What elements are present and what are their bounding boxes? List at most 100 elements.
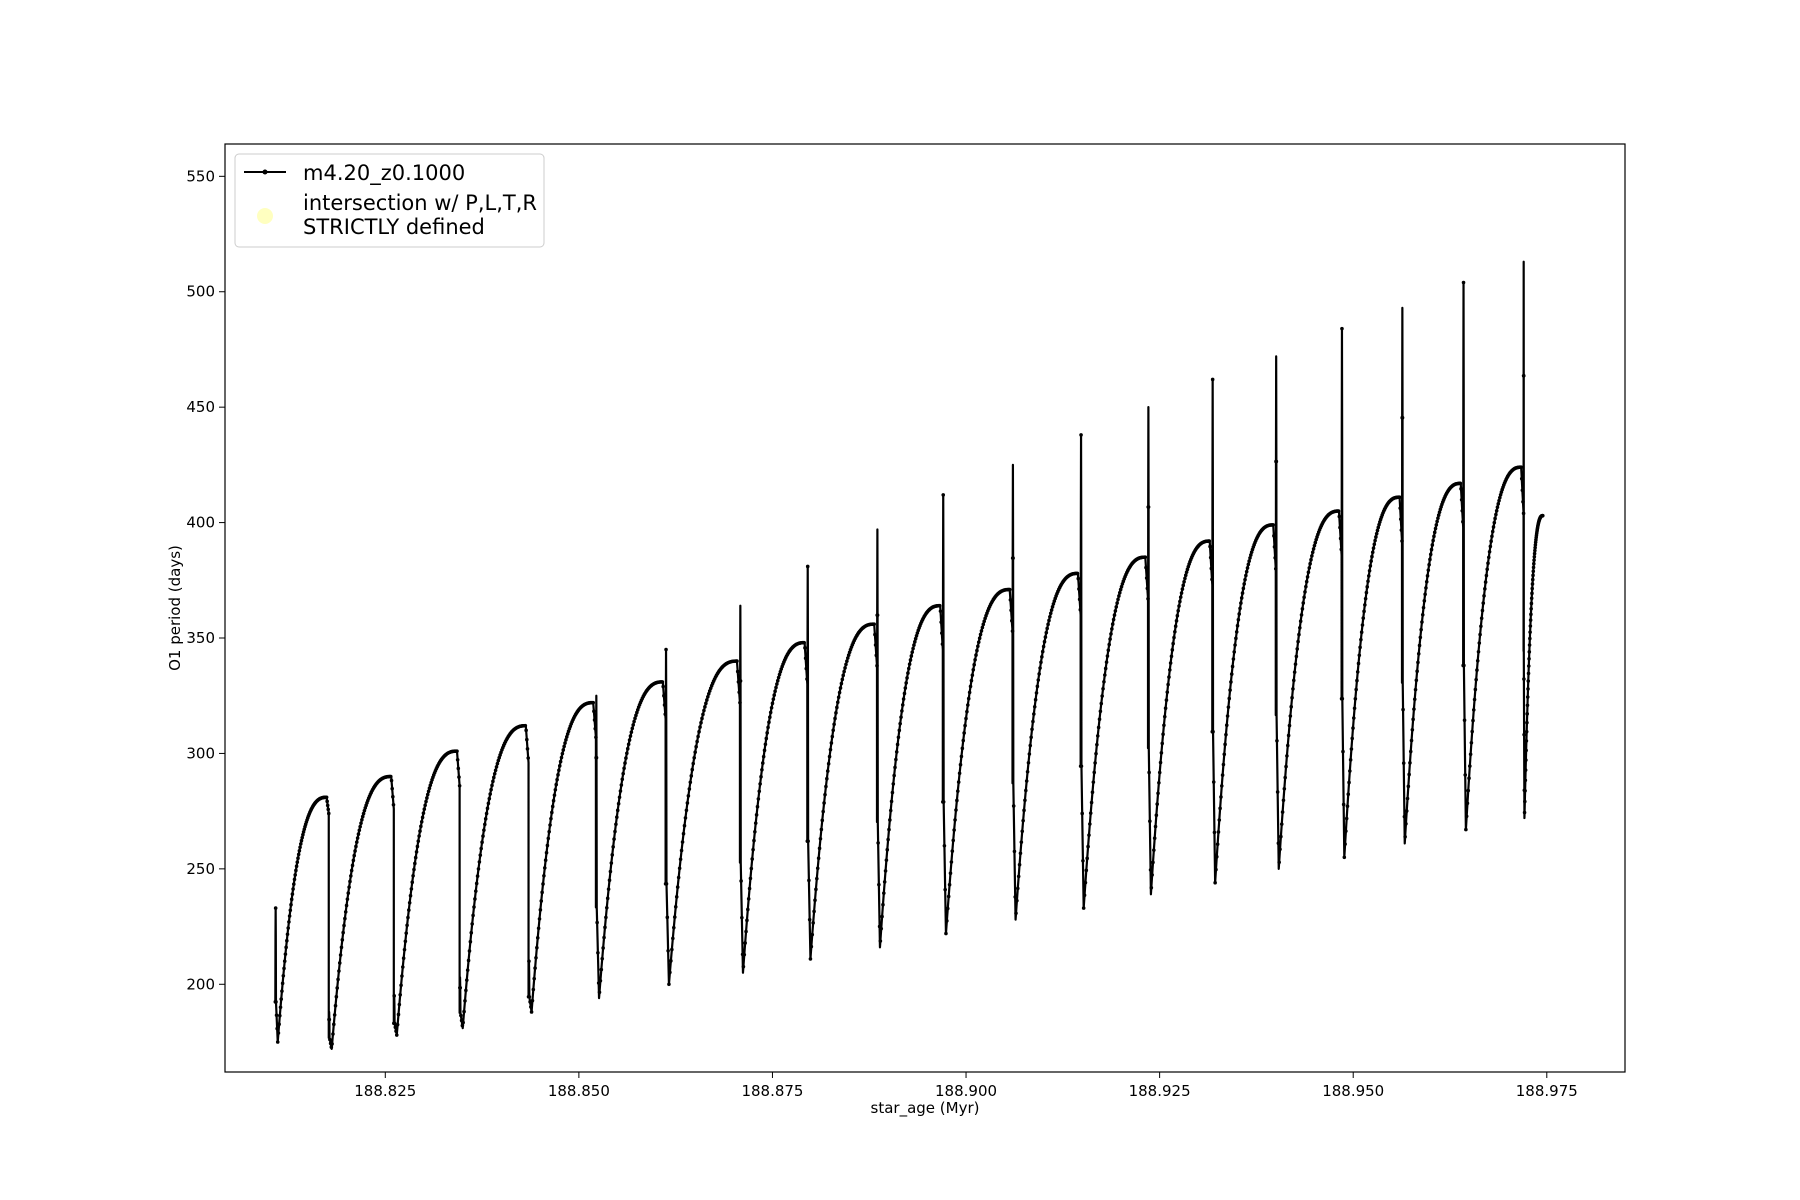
x-axis-ticks: 188.825 188.850 188.875 188.900 188.925 188.9…: [354, 1072, 1578, 1100]
data-point: [1540, 513, 1545, 518]
data-point: [690, 767, 695, 772]
data-point: [1208, 544, 1212, 549]
data-point: [285, 938, 289, 943]
data-point: [1050, 605, 1055, 609]
data-point: [1277, 860, 1281, 865]
y-axis-ticks: 200 250 300 350 400 450 500 550: [186, 167, 225, 993]
data-point: [359, 821, 363, 825]
data-point: [462, 1009, 466, 1014]
data-point: [419, 824, 423, 829]
data-point: [1221, 762, 1226, 767]
data-point: [626, 742, 631, 747]
data-point: [1530, 586, 1535, 591]
data-point: [1246, 562, 1251, 567]
data-point: [550, 810, 554, 815]
x-tick-label: 188.850: [548, 1082, 610, 1100]
data-point: [674, 895, 679, 899]
data-point: [554, 782, 559, 787]
data-point: [620, 777, 625, 782]
data-point: [1180, 587, 1185, 591]
data-point: [1088, 811, 1093, 815]
data-point: [1409, 738, 1414, 743]
data-point: [906, 666, 911, 671]
data-point: [297, 848, 302, 853]
data-point: [1365, 585, 1370, 589]
data-point: [1166, 682, 1170, 687]
data-point: [834, 711, 838, 715]
data-point: [1436, 516, 1440, 520]
data-point: [341, 930, 345, 935]
data-point: [1530, 591, 1534, 596]
data-point: [1049, 608, 1054, 612]
data-point: [1102, 679, 1106, 684]
data-point: [810, 932, 815, 937]
data-point: [1089, 800, 1094, 805]
data-point: [668, 970, 672, 975]
data-point: [292, 882, 296, 886]
data-point: [766, 725, 770, 730]
data-point: [1271, 523, 1276, 527]
data-point: [956, 780, 961, 784]
data-point: [1363, 603, 1367, 607]
data-point: [546, 836, 551, 841]
data-point: [966, 696, 971, 701]
data-point: [604, 915, 608, 920]
data-point: [1304, 584, 1308, 589]
data-point: [979, 629, 984, 633]
data-point: [1098, 709, 1103, 714]
data-point: [1210, 577, 1214, 582]
data-point: [633, 716, 637, 721]
data-point: [1032, 704, 1037, 709]
data-point: [605, 896, 610, 901]
data-point: [907, 662, 912, 666]
data-point: [1526, 671, 1531, 676]
data-point: [287, 920, 291, 924]
data-point: [1313, 540, 1318, 545]
data-point: [1533, 543, 1538, 547]
data-point: [971, 668, 976, 672]
data-point: [1229, 672, 1234, 676]
data-point: [292, 877, 297, 882]
data-point: [1467, 776, 1471, 780]
data-point: [1077, 597, 1082, 602]
data-point: [1353, 696, 1358, 701]
data-point: [611, 845, 615, 849]
data-point: [973, 657, 977, 662]
data-point: [1168, 661, 1173, 665]
data-point: [1524, 729, 1529, 734]
data-point: [1272, 545, 1277, 549]
data-point: [548, 823, 552, 827]
data-point: [608, 869, 613, 874]
data-point: [1217, 818, 1222, 822]
data-point: [286, 926, 291, 930]
data-point: [812, 909, 816, 914]
data-point: [665, 915, 670, 920]
data-point: [591, 700, 596, 705]
data-point: [675, 885, 680, 889]
data-point: [1291, 678, 1296, 683]
data-point: [881, 902, 885, 907]
data-point: [281, 973, 286, 978]
data-point: [1088, 822, 1092, 826]
data-point: [618, 789, 623, 793]
data-point: [1360, 623, 1365, 627]
data-point: [1469, 740, 1474, 745]
data-point: [1529, 606, 1533, 611]
data-point: [701, 712, 705, 717]
data-point: [1458, 481, 1463, 486]
legend-circle-marker: [257, 208, 273, 224]
data-point: [350, 863, 355, 868]
data-point: [1146, 596, 1150, 601]
data-point: [460, 1023, 465, 1028]
data-point: [1038, 666, 1042, 670]
data-point: [1227, 696, 1232, 701]
data-point: [475, 874, 480, 878]
data-point: [1493, 516, 1497, 521]
data-point: [455, 757, 460, 762]
data-point: [1355, 670, 1360, 674]
data-point: [681, 831, 686, 836]
data-point: [759, 774, 763, 779]
data-point: [1525, 720, 1529, 725]
data-point: [699, 720, 703, 725]
data-point: [1294, 654, 1299, 659]
